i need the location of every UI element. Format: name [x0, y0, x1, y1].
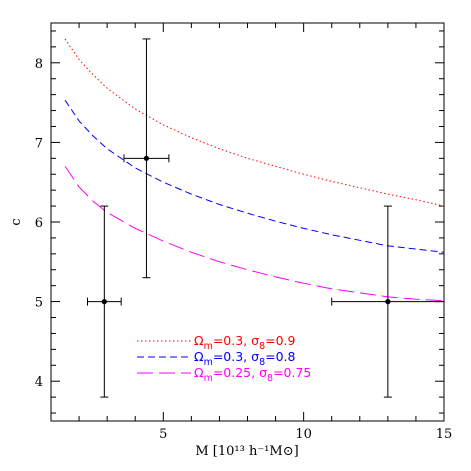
legend-sigma-sub: 8: [259, 341, 265, 352]
y-tick-label: 8: [35, 57, 43, 72]
x-tick-label: 10: [295, 427, 312, 442]
legend-omega-sub: m: [204, 357, 213, 368]
y-tick-label: 4: [35, 375, 43, 390]
legend-sigma-sym: σ: [251, 349, 259, 364]
legend-sigma-val: =0.8: [265, 349, 295, 364]
legend-label: Ωm=0.25, σ8=0.75: [194, 365, 311, 384]
data-point-1: [86, 205, 122, 398]
legend-omega-val: =0.3,: [213, 333, 247, 348]
legend-sigma-sub: 8: [259, 357, 265, 368]
point-marker: [143, 155, 150, 161]
tick-labels: 5 10 15 4 5 6 7 8: [35, 57, 453, 442]
data-points: [86, 38, 445, 398]
legend-omega-val: =0.25,: [213, 365, 255, 380]
point-marker: [101, 299, 107, 305]
data-point-3: [331, 205, 445, 398]
legend-sigma-val: =0.9: [265, 333, 295, 348]
x-axis-title: M [10¹³ h⁻¹M⊙]: [195, 444, 298, 459]
series-line-1: [64, 38, 445, 207]
legend-sigma-sym: σ: [259, 365, 267, 380]
series-line-2: [64, 99, 445, 253]
legend-omega-sub: m: [204, 373, 213, 384]
x-tick-label: 15: [436, 427, 453, 442]
legend-label: Ωm=0.3, σ8=0.9: [194, 333, 296, 352]
data-point-2: [123, 38, 170, 279]
legend-omega-sub: m: [204, 341, 213, 352]
legend-entry-2: Ωm=0.3, σ8=0.8: [137, 349, 296, 368]
legend-omega-sym: Ω: [194, 349, 204, 364]
legend-entry-3: Ωm=0.25, σ8=0.75: [137, 365, 311, 384]
series-lines: [64, 38, 445, 302]
legend-omega-val: =0.3,: [213, 349, 247, 364]
legend-omega-sym: Ω: [194, 333, 204, 348]
point-marker: [385, 299, 391, 305]
y-axis-title: c: [9, 218, 24, 225]
legend-sigma-sym: σ: [251, 333, 259, 348]
y-tick-label: 6: [35, 216, 43, 231]
legend-label: Ωm=0.3, σ8=0.8: [194, 349, 296, 368]
legend: Ωm=0.3, σ8=0.9Ωm=0.3, σ8=0.8Ωm=0.25, σ8=…: [137, 333, 311, 384]
x-tick-label: 5: [159, 427, 167, 442]
series-line-3: [64, 165, 445, 302]
legend-entry-1: Ωm=0.3, σ8=0.9: [137, 333, 296, 352]
legend-sigma-val: =0.75: [273, 365, 311, 380]
y-tick-label: 7: [35, 136, 43, 151]
legend-sigma-sub: 8: [267, 373, 273, 384]
legend-omega-sym: Ω: [194, 365, 204, 380]
y-tick-label: 5: [35, 296, 43, 311]
